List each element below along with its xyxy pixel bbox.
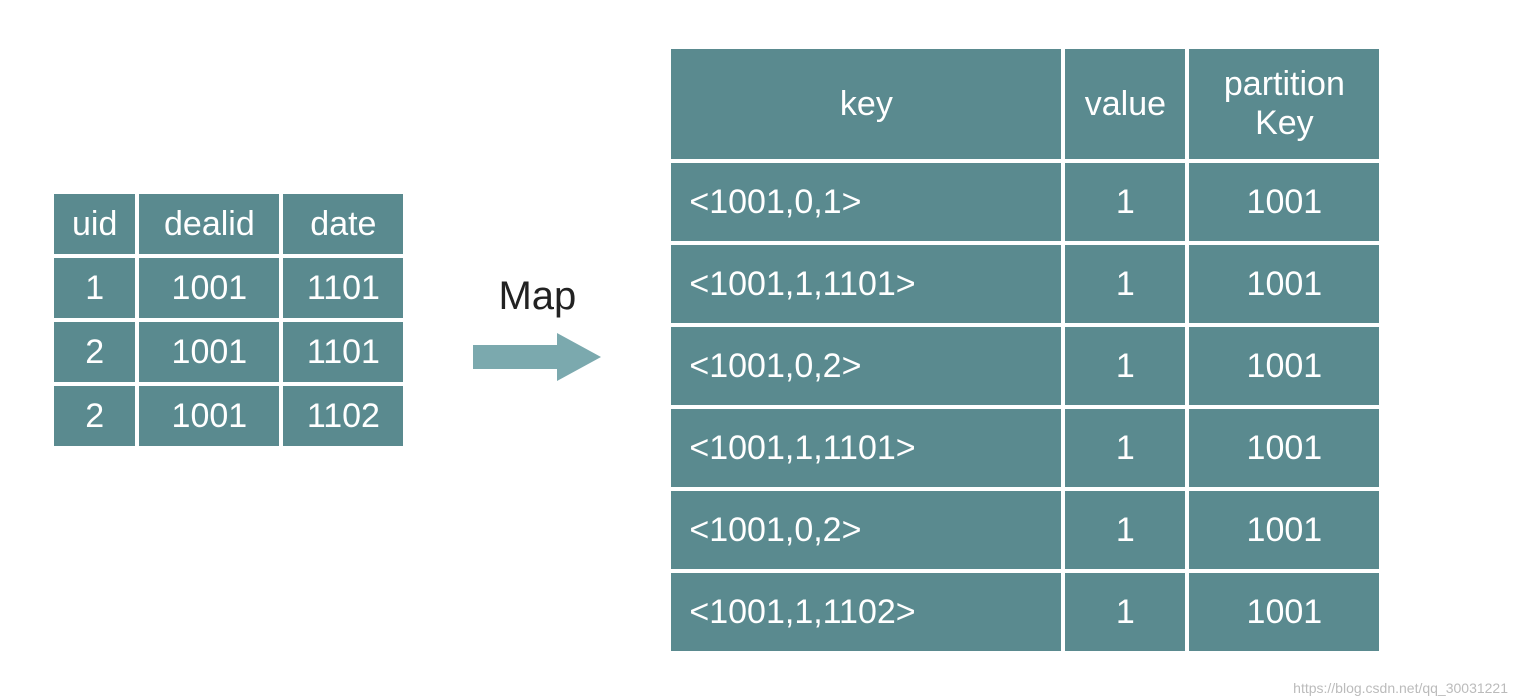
- table-header-row: uid dealid date: [54, 194, 403, 254]
- arrow-right-icon: [467, 327, 607, 387]
- cell-partition: 1001: [1189, 245, 1379, 323]
- cell-partition: 1001: [1189, 573, 1379, 651]
- table-row: <1001,1,1101> 1 1001: [671, 245, 1379, 323]
- cell-value: 1: [1065, 573, 1185, 651]
- table-header-row: key value partition Key: [671, 49, 1379, 159]
- cell-value: 1: [1065, 163, 1185, 241]
- cell-key: <1001,1,1101>: [671, 409, 1061, 487]
- table-row: <1001,1,1101> 1 1001: [671, 409, 1379, 487]
- cell-key: <1001,0,2>: [671, 491, 1061, 569]
- table-row: <1001,0,2> 1 1001: [671, 491, 1379, 569]
- cell-partition: 1001: [1189, 163, 1379, 241]
- input-table-wrap: uid dealid date 1 1001 1101 2 1001 1101 …: [50, 190, 407, 450]
- cell-partition: 1001: [1189, 409, 1379, 487]
- col-header-partition-l2: Key: [1189, 104, 1379, 143]
- cell-partition: 1001: [1189, 327, 1379, 405]
- cell-date: 1101: [283, 322, 403, 382]
- input-table: uid dealid date 1 1001 1101 2 1001 1101 …: [50, 190, 407, 450]
- output-table-wrap: key value partition Key <1001,0,1> 1 100…: [667, 45, 1383, 655]
- cell-key: <1001,1,1101>: [671, 245, 1061, 323]
- cell-value: 1: [1065, 245, 1185, 323]
- diagram-container: uid dealid date 1 1001 1101 2 1001 1101 …: [0, 0, 1518, 700]
- table-row: <1001,1,1102> 1 1001: [671, 573, 1379, 651]
- col-header-dealid: dealid: [139, 194, 279, 254]
- table-row: <1001,0,1> 1 1001: [671, 163, 1379, 241]
- cell-dealid: 1001: [139, 386, 279, 446]
- map-arrow-section: Map: [467, 274, 607, 387]
- watermark-text: https://blog.csdn.net/qq_30031221: [1293, 680, 1508, 696]
- cell-uid: 2: [54, 322, 135, 382]
- cell-value: 1: [1065, 327, 1185, 405]
- cell-dealid: 1001: [139, 258, 279, 318]
- col-header-key: key: [671, 49, 1061, 159]
- cell-value: 1: [1065, 409, 1185, 487]
- table-row: 2 1001 1101: [54, 322, 403, 382]
- cell-value: 1: [1065, 491, 1185, 569]
- col-header-partition-key: partition Key: [1189, 49, 1379, 159]
- col-header-partition-l1: partition: [1189, 65, 1379, 104]
- cell-uid: 2: [54, 386, 135, 446]
- cell-date: 1102: [283, 386, 403, 446]
- cell-key: <1001,0,2>: [671, 327, 1061, 405]
- col-header-date: date: [283, 194, 403, 254]
- map-label: Map: [498, 274, 576, 319]
- col-header-value: value: [1065, 49, 1185, 159]
- table-row: 1 1001 1101: [54, 258, 403, 318]
- cell-uid: 1: [54, 258, 135, 318]
- cell-key: <1001,1,1102>: [671, 573, 1061, 651]
- output-table: key value partition Key <1001,0,1> 1 100…: [667, 45, 1383, 655]
- table-row: <1001,0,2> 1 1001: [671, 327, 1379, 405]
- col-header-uid: uid: [54, 194, 135, 254]
- cell-dealid: 1001: [139, 322, 279, 382]
- table-row: 2 1001 1102: [54, 386, 403, 446]
- cell-partition: 1001: [1189, 491, 1379, 569]
- cell-date: 1101: [283, 258, 403, 318]
- cell-key: <1001,0,1>: [671, 163, 1061, 241]
